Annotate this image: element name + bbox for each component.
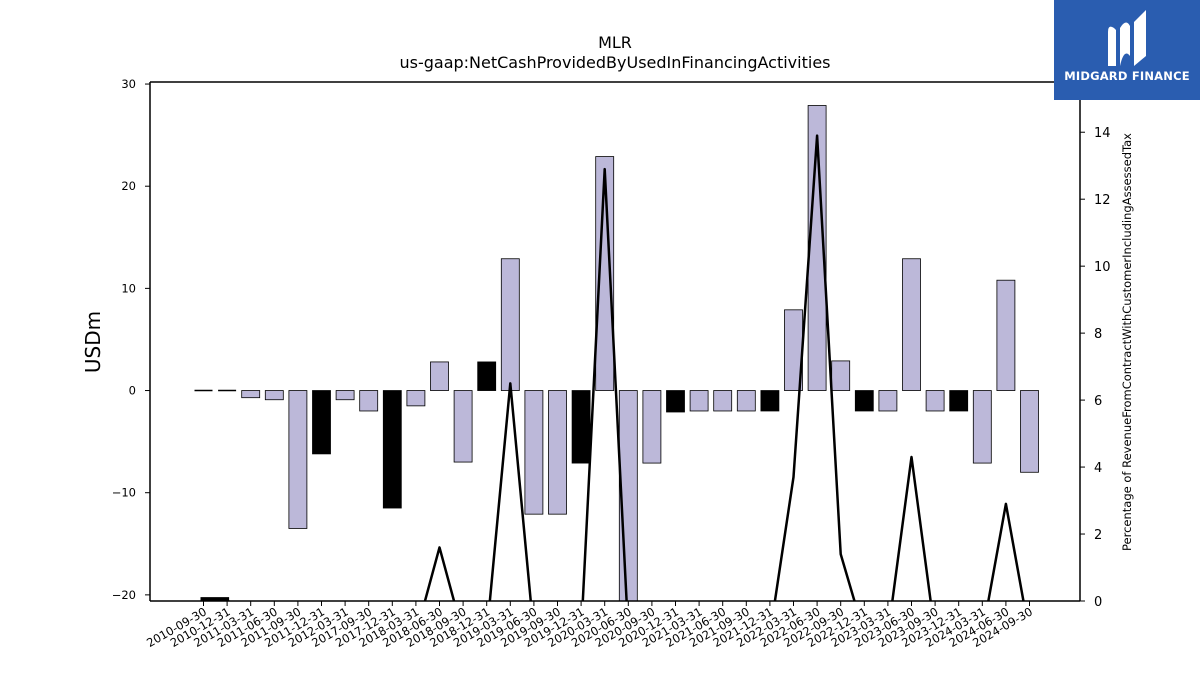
bar (736, 390, 756, 412)
y-tick-label: 20 (121, 179, 136, 193)
bar (288, 390, 308, 529)
bar (382, 390, 402, 509)
y-tick-label: 30 (121, 77, 136, 91)
bar (406, 390, 426, 407)
y2-tick-label: 6 (1094, 394, 1102, 409)
bar (689, 390, 709, 412)
bar (595, 156, 615, 391)
bar (524, 390, 544, 515)
bar (500, 258, 520, 391)
bar (264, 390, 284, 401)
bar (453, 390, 473, 463)
chart-subtitle: us-gaap:NetCashProvidedByUsedInFinancing… (399, 53, 830, 72)
bar (477, 361, 497, 391)
bar (642, 390, 662, 464)
brand-logo: MIDGARD FINANCE (1054, 0, 1200, 100)
bar (430, 361, 449, 391)
bar (571, 390, 591, 464)
y-axis-label: USDm (81, 311, 105, 373)
bar (854, 390, 874, 412)
bar (312, 390, 331, 455)
y2-tick-label: 10 (1094, 260, 1111, 275)
axes: −20−100102030024681012142010-09-302010-1… (112, 77, 1111, 650)
y2-tick-label: 4 (1094, 461, 1102, 476)
bar (666, 390, 685, 413)
bar (996, 279, 1016, 391)
y2-axis-label: Percentage of RevenueFromContractWithCus… (1120, 133, 1134, 551)
y2-tick-label: 2 (1094, 528, 1102, 543)
line-series (200, 134, 1025, 601)
y2-tick-label: 14 (1094, 126, 1111, 141)
bar (713, 390, 733, 412)
bar-series (194, 105, 1039, 601)
bar (241, 390, 261, 399)
bar (760, 390, 780, 412)
y2-tick-label: 0 (1094, 595, 1102, 610)
bar (335, 390, 355, 401)
bar (949, 390, 969, 412)
bar (359, 390, 379, 412)
bar (902, 258, 921, 391)
y-tick-label: 0 (129, 384, 136, 398)
bar (548, 390, 567, 515)
y-tick-label: −20 (112, 588, 136, 602)
brand-name: MIDGARD FINANCE (1064, 69, 1190, 83)
y2-tick-label: 8 (1094, 327, 1102, 342)
bar (925, 390, 945, 412)
bar (1020, 390, 1039, 473)
bar (878, 390, 898, 412)
bar (972, 390, 992, 464)
y2-tick-label: 12 (1094, 193, 1111, 208)
chart-title: MLR (598, 33, 632, 52)
midgard-m-logo-icon (1108, 10, 1146, 67)
bar (831, 360, 851, 391)
series-line (203, 134, 1025, 601)
y-tick-label: 10 (121, 281, 136, 295)
y-tick-label: −10 (112, 486, 136, 500)
